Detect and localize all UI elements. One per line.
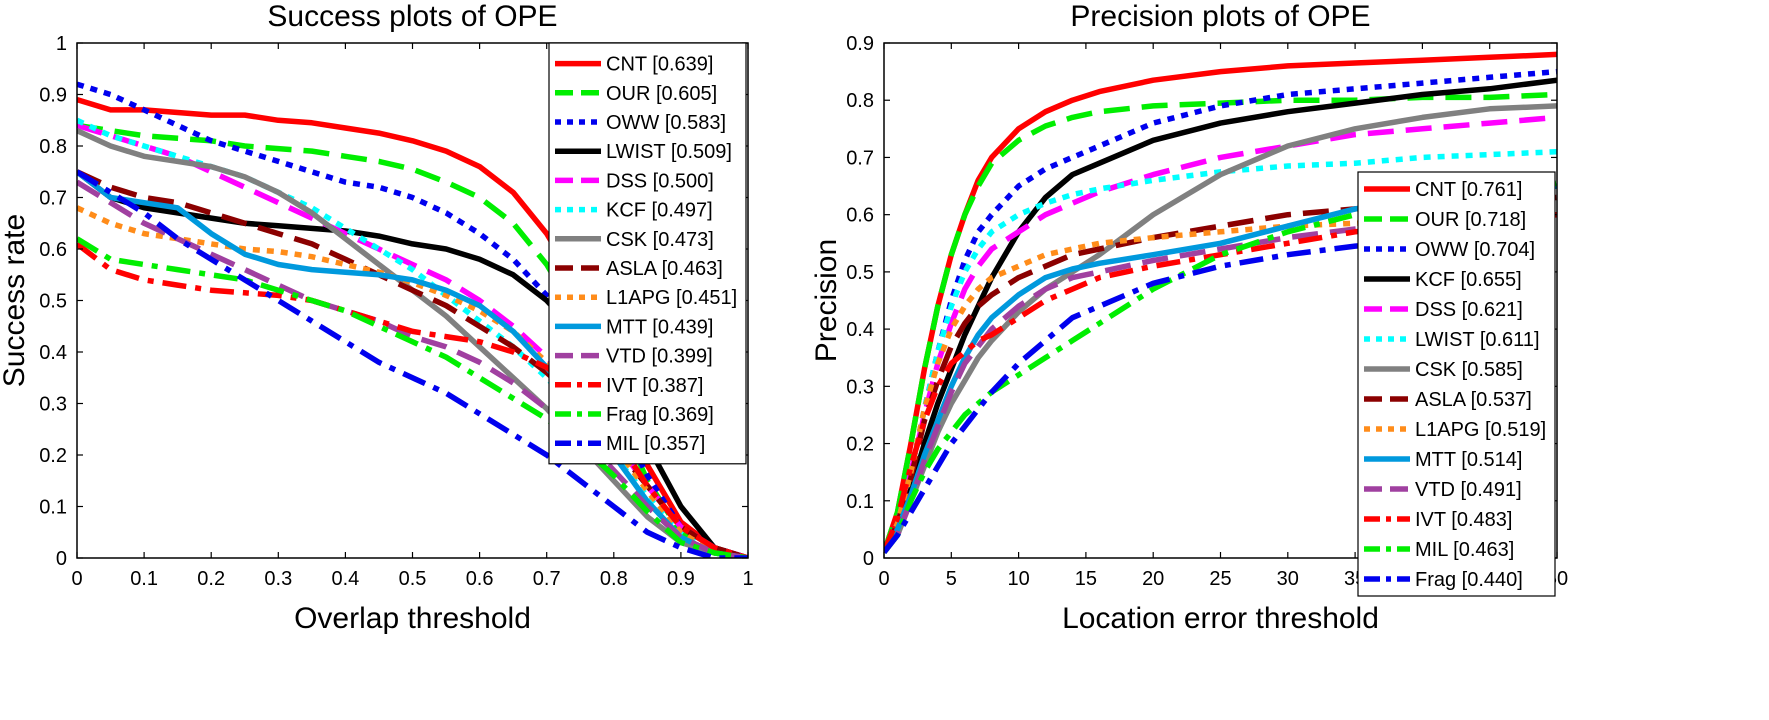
chart-1-xtick-label: 0.5 (399, 568, 427, 590)
chart-1: Success plots of OPE 0 0.1 0.2 0.3 0.4 0.5 0.6 0… (0, 0, 754, 635)
chart-2-series-vtd (884, 211, 1557, 554)
chart-1-ytick-label: 0.7 (39, 188, 67, 210)
chart-1-ytick-label: 0.5 (39, 291, 67, 313)
chart-2-series-frag (884, 229, 1557, 554)
chart-1-legend: CNT [0.639] OUR [0.605] OWW [0.583] LWIST [… (548, 42, 747, 465)
chart-1-xtick-label: 0.8 (600, 568, 628, 590)
chart-1-ytick-label: 0.9 (39, 85, 67, 107)
chart-2-xtick-label: 30 (1277, 568, 1299, 590)
chart-2-xlabel: Location error threshold (1062, 602, 1379, 635)
chart-2-legend-label-vtd: VTD [0.491] (1415, 479, 1522, 501)
chart-1-legend-box (548, 42, 747, 465)
chart-1-series-kcf (77, 117, 748, 558)
chart-2-ytick-label: 0.2 (846, 434, 874, 456)
chart-1-series-mtt (77, 169, 748, 558)
chart-2-series-kcf (884, 77, 1557, 554)
chart-2-legend-label-mil: MIL [0.463] (1415, 539, 1514, 561)
chart-1-legend-label-oww: OWW [0.583] (606, 112, 726, 134)
chart-1-ytick-label: 0.2 (39, 445, 67, 467)
chart-1-ytick-label: 0.3 (39, 394, 67, 416)
chart-2: Precision plots of OPE051015202530354045… (810, 0, 1568, 635)
chart-2-ytick-label: 0.1 (846, 491, 874, 513)
chart-2-xtick-label: 15 (1075, 568, 1097, 590)
chart-2-legend: CNT [0.761] OUR [0.718] OWW [0.704] KCF [0.… (1357, 171, 1556, 597)
chart-2-series-ivt (884, 211, 1557, 554)
chart-2-series-l1apg (884, 211, 1557, 554)
chart-2-series-group (884, 51, 1557, 554)
chart-1-ytick-label: 0.6 (39, 239, 67, 261)
chart-1-series-l1apg (77, 205, 748, 558)
chart-1-legend-label-asla: ASLA [0.463] (606, 258, 723, 280)
chart-2-title: Precision plots of OPE (1070, 0, 1370, 33)
chart-2-legend-label-frag: Frag [0.440] (1415, 569, 1523, 591)
chart-1-series-mil (77, 169, 748, 558)
chart-2-legend-label-cnt: CNT [0.761] (1415, 179, 1522, 201)
chart-1-legend-label-kcf: KCF [0.497] (606, 200, 713, 222)
chart-1-legend-label-cnt: CNT [0.639] (606, 54, 713, 76)
chart-2-legend-label-mtt: MTT [0.514] (1415, 449, 1522, 471)
chart-1-xlabel: Overlap threshold (294, 602, 531, 635)
chart-1-legend-label-ivt: IVT [0.387] (606, 375, 703, 397)
chart-2-ytick-label: 0.6 (846, 205, 874, 227)
chart-1-ytick-label: 0 (56, 548, 67, 570)
chart-1-ytick-label: 1 (56, 33, 67, 55)
chart-2-legend-label-dss: DSS [0.621] (1415, 299, 1523, 321)
chart-1-xtick-label: 1 (742, 568, 753, 590)
chart-1-ylabel: Success rate (0, 214, 31, 387)
chart-2-xtick-label: 25 (1209, 568, 1231, 590)
chart-2-ylabel: Precision (810, 239, 843, 362)
chart-2-series-our (884, 91, 1557, 554)
chart-1-legend-label-vtd: VTD [0.399] (606, 346, 713, 368)
chart-2-legend-label-oww: OWW [0.704] (1415, 239, 1535, 261)
chart-2-ytick-label: 0.9 (846, 33, 874, 55)
chart-1-xtick-label: 0.3 (264, 568, 292, 590)
chart-1-legend-label-frag: Frag [0.369] (606, 404, 714, 426)
chart-2-ytick-label: 0.4 (846, 319, 874, 341)
chart-2-xtick-label: 0 (878, 568, 889, 590)
chart-2-ytick-label: 0 (863, 548, 874, 570)
chart-1-legend-label-mtt: MTT [0.439] (606, 316, 713, 338)
chart-1-series-frag (77, 236, 748, 558)
chart-1-xtick-label: 0 (71, 568, 82, 590)
chart-2-xtick-label: 5 (946, 568, 957, 590)
chart-2-series-mtt (884, 183, 1557, 554)
chart-2-series-mil (884, 180, 1557, 554)
chart-2-ytick-label: 0.3 (846, 376, 874, 398)
chart-2-legend-label-lwist: LWIST [0.611] (1415, 329, 1540, 351)
chart-1-series-group (77, 81, 748, 558)
chart-1-xtick-label: 0.4 (331, 568, 359, 590)
chart-1-xtick-label: 0.6 (466, 568, 494, 590)
chart-1-legend-label-l1apg: L1APG [0.451] (606, 287, 737, 309)
chart-2-xtick-label: 20 (1142, 568, 1164, 590)
chart-2-ytick-label: 0.8 (846, 90, 874, 112)
chart-1-legend-label-csk: CSK [0.473] (606, 229, 714, 251)
chart-1-ytick-label: 0.8 (39, 136, 67, 158)
chart-2-legend-box (1357, 171, 1556, 597)
chart-1-xtick-label: 0.2 (197, 568, 225, 590)
chart-1-ytick-label: 0.4 (39, 342, 67, 364)
chart-1-title: Success plots of OPE (267, 0, 557, 33)
chart-1-series-ivt (77, 241, 748, 558)
chart-2-legend-label-our: OUR [0.718] (1415, 209, 1526, 231)
chart-1-xtick-label: 0.9 (667, 568, 695, 590)
chart-2-legend-label-kcf: KCF [0.655] (1415, 269, 1522, 291)
chart-1-legend-label-mil: MIL [0.357] (606, 433, 705, 455)
chart-2-legend-label-asla: ASLA [0.537] (1415, 389, 1532, 411)
chart-1-legend-label-our: OUR [0.605] (606, 83, 717, 105)
chart-2-legend-label-csk: CSK [0.585] (1415, 359, 1523, 381)
chart-1-legend-label-dss: DSS [0.500] (606, 170, 714, 192)
chart-2-legend-label-ivt: IVT [0.483] (1415, 509, 1512, 531)
chart-2-xtick-label: 10 (1007, 568, 1029, 590)
chart-1-xtick-label: 0.1 (130, 568, 158, 590)
chart-1-xtick-label: 0.7 (533, 568, 561, 590)
chart-1-legend-label-lwist: LWIST [0.509] (606, 141, 732, 163)
chart-2-ytick-label: 0.7 (846, 147, 874, 169)
chart-2-legend-label-l1apg: L1APG [0.519] (1415, 419, 1546, 441)
chart-1-ytick-label: 0.1 (39, 497, 67, 519)
chart-2-ytick-label: 0.5 (846, 262, 874, 284)
